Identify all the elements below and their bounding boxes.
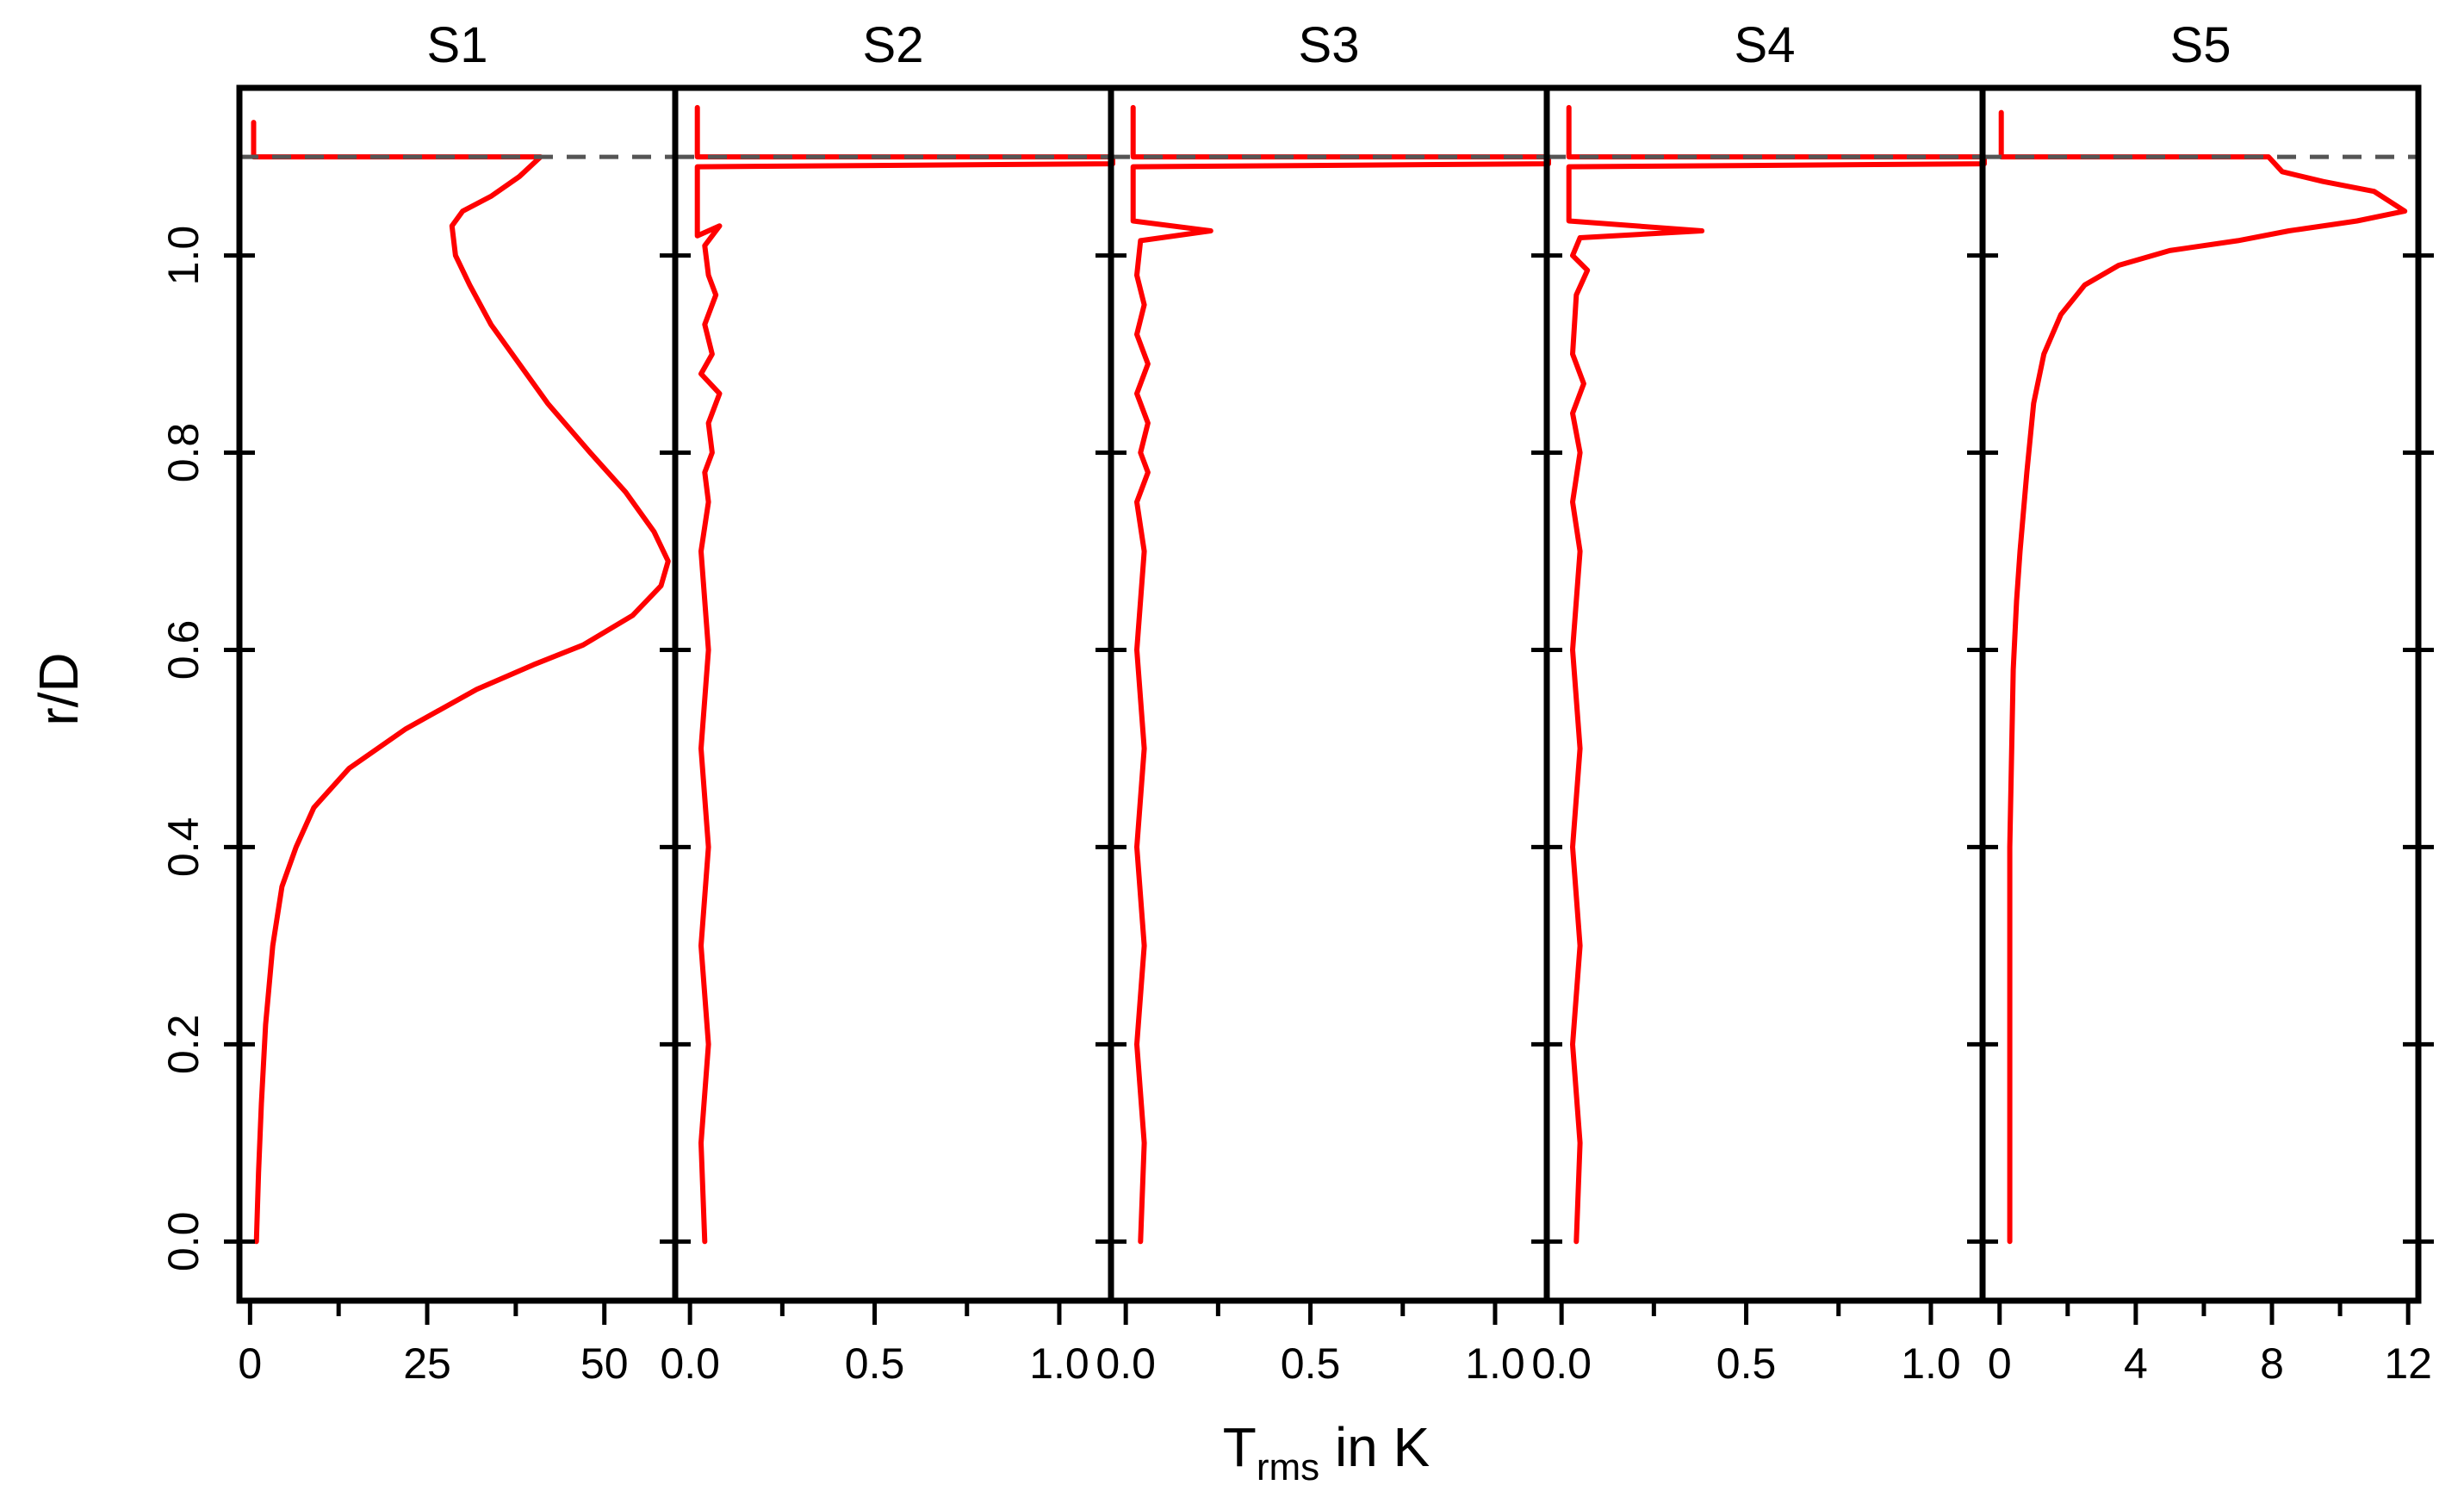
x-axis-label-rest: in K xyxy=(1319,1416,1430,1478)
x-axis-label-main: T xyxy=(1223,1416,1257,1478)
profile-line-s5 xyxy=(1998,109,2408,1245)
x-tick-label: 1.0 xyxy=(1029,1339,1089,1388)
x-tick-label: 0.0 xyxy=(660,1339,720,1388)
x-tick-label: 0.0 xyxy=(1531,1339,1592,1388)
profile-line-s4 xyxy=(1566,104,1987,1245)
x-tick-label: 0.5 xyxy=(1716,1339,1777,1388)
y-tick-label: 0.4 xyxy=(159,817,208,878)
panel-frame xyxy=(1979,84,2422,1304)
panel-s5: S5 0 4 8 12 xyxy=(1967,17,2434,1388)
panel-title: S4 xyxy=(1735,17,1796,73)
x-tick-label: 12 xyxy=(2384,1339,2432,1388)
x-tick-label: 4 xyxy=(2124,1339,2148,1388)
panels: S1 0 25 50 S2 0.0 0.5 1.0 S3 0.0 0.5 1.0 S4 0.0 0.5 1.0… xyxy=(159,17,2434,1388)
x-tick-label: 0.0 xyxy=(1095,1339,1156,1388)
x-tick-label: 25 xyxy=(403,1339,451,1388)
y-tick-label: 1.0 xyxy=(159,226,208,286)
x-axis-label: Trms in K xyxy=(1223,1416,1430,1488)
x-tick-label: 8 xyxy=(2260,1339,2284,1388)
y-tick-label: 0.2 xyxy=(159,1015,208,1075)
panel-title: S5 xyxy=(2170,17,2231,73)
panel-title: S1 xyxy=(427,17,488,73)
panel-title: S2 xyxy=(863,17,924,73)
profile-line-s2 xyxy=(694,104,1115,1245)
x-tick-label: 0.5 xyxy=(1281,1339,1341,1388)
profile-line-s1 xyxy=(251,120,671,1245)
profile-line-s3 xyxy=(1130,104,1551,1245)
y-axis-label: r/D xyxy=(28,652,90,725)
x-tick-label: 1.0 xyxy=(1465,1339,1525,1388)
x-tick-label: 0.5 xyxy=(845,1339,905,1388)
y-tick-label: 0.0 xyxy=(159,1212,208,1272)
y-tick-label: 0.8 xyxy=(159,423,208,483)
x-tick-label: 50 xyxy=(580,1339,629,1388)
x-tick-label: 1.0 xyxy=(1901,1339,1961,1388)
y-tick-label: 0.6 xyxy=(159,620,208,680)
panel-title: S3 xyxy=(1299,17,1360,73)
x-tick-label: 0 xyxy=(1988,1339,2012,1388)
x-tick-label: 0 xyxy=(238,1339,262,1388)
x-axis-label-subscript: rms xyxy=(1257,1446,1319,1488)
